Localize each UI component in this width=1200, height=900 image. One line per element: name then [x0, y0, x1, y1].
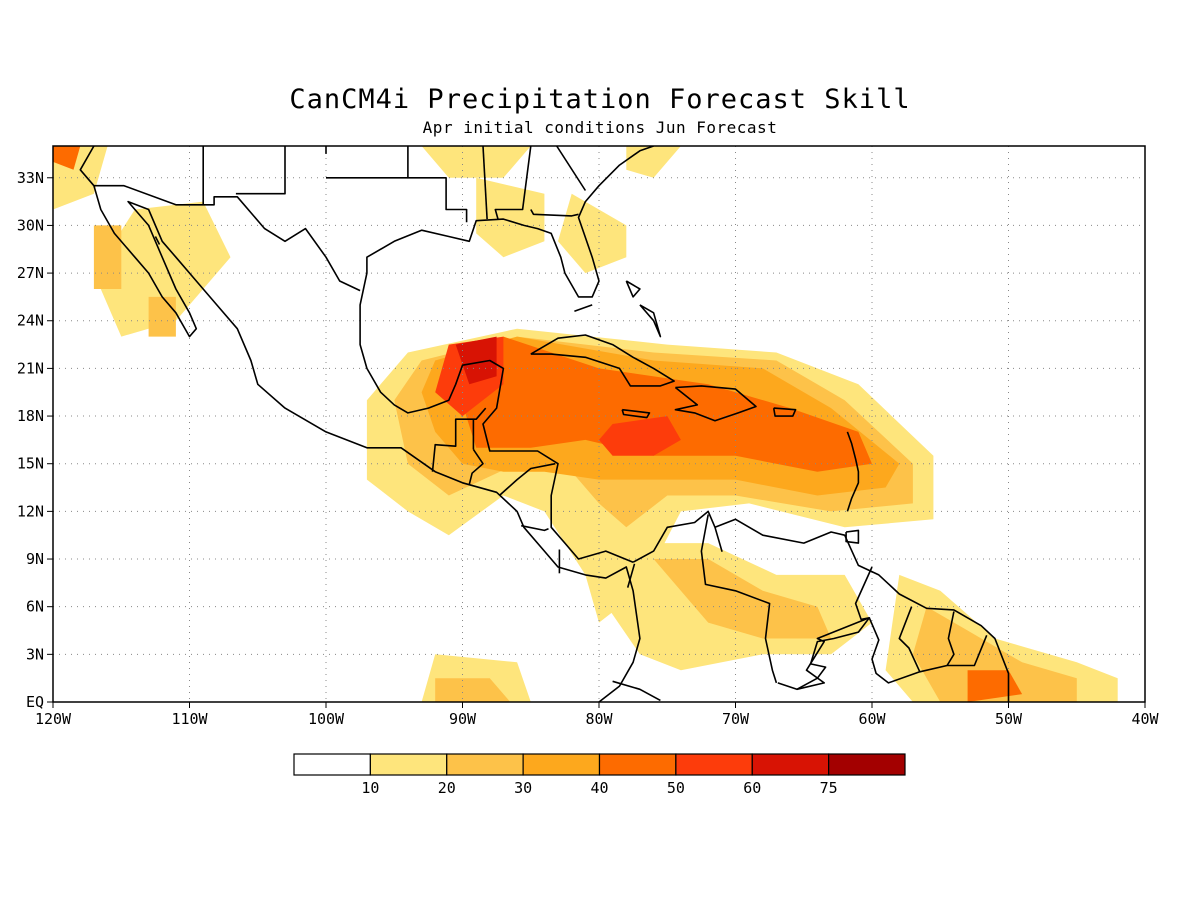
- us-south-skill-level-1: [476, 177, 545, 258]
- colorbar-swatch: [293, 753, 371, 776]
- lat-tick-label: 33N: [17, 169, 44, 187]
- caribbean-skill-level-6: [455, 336, 497, 385]
- lat-tick-label: 15N: [17, 455, 44, 473]
- colorbar-swatch: [828, 753, 906, 776]
- colorbar-label: 60: [743, 779, 761, 797]
- us-state-lines: [494, 146, 532, 220]
- suriname-guiana-border: [946, 611, 955, 666]
- honduras-nicaragua-border: [498, 462, 556, 497]
- lat-tick-label: 6N: [26, 598, 44, 616]
- pacific-skill-level-2: [435, 678, 511, 702]
- south-america-skill-level-2: [653, 559, 832, 639]
- lon-tick-label: 40W: [1131, 710, 1159, 728]
- land-outlines: [79, 146, 1010, 702]
- colorbar-label: 75: [820, 779, 838, 797]
- colorbar-label: 30: [514, 779, 532, 797]
- longitude-ticks: 120W 110W 100W 90W 80W 70W 60W 50W 40W: [35, 702, 1160, 728]
- colorbar: 10 20 30 40 50 60 75: [293, 753, 906, 797]
- mexico-skill-level-2: [148, 296, 176, 337]
- colorbar-label: 50: [667, 779, 685, 797]
- jamaica: [621, 408, 651, 419]
- skill-field: [53, 146, 1118, 702]
- colorbar-swatch: [446, 753, 524, 776]
- lat-tick-label: 12N: [17, 502, 44, 520]
- colorbar-swatch: [598, 753, 677, 776]
- hispaniola: [674, 385, 757, 422]
- northwest-skill-level-4: [53, 146, 81, 170]
- colorbar-label: 10: [361, 779, 379, 797]
- nicaragua-costa-rica-border: [521, 524, 549, 532]
- us-state-lines: [235, 146, 286, 195]
- lat-tick-label: EQ: [26, 693, 44, 711]
- guianas-skill-level-2: [912, 606, 1077, 702]
- lon-tick-label: 60W: [858, 710, 886, 728]
- north-america-coast: [79, 146, 641, 702]
- colorbar-label: 20: [438, 779, 456, 797]
- colorbar-label: 40: [590, 779, 608, 797]
- guatemala-honduras-border: [468, 448, 484, 485]
- lon-tick-label: 90W: [449, 710, 477, 728]
- latitude-ticks: EQ 3N 6N 9N 12N 15N 18N 21N 24N 27N 30N 33N: [17, 169, 53, 711]
- lon-tick-label: 120W: [35, 710, 72, 728]
- lat-tick-label: 9N: [26, 550, 44, 568]
- venezuela-guyana-border: [777, 566, 873, 691]
- south-america-north-coast: [632, 510, 1010, 702]
- bahamas: [639, 304, 662, 338]
- lesser-antilles: [846, 431, 860, 512]
- lat-tick-label: 24N: [17, 312, 44, 330]
- lon-tick-label: 100W: [308, 710, 345, 728]
- us-south-skill-level-1: [558, 193, 627, 274]
- chart-subtitle: Apr initial conditions Jun Forecast: [422, 118, 778, 137]
- cuba: [530, 334, 675, 387]
- mexico-skill-level-2: [93, 225, 122, 289]
- puerto-rico: [772, 407, 797, 417]
- baja-gulf-islands: [154, 236, 161, 245]
- chart-title: CanCM4i Precipitation Forecast Skill: [289, 84, 911, 115]
- lat-tick-label: 27N: [17, 264, 44, 282]
- mexico-guatemala-border: [431, 407, 487, 472]
- guianas-brazil-border: [868, 617, 988, 684]
- lat-tick-label: 30N: [17, 216, 44, 234]
- colorbar-swatch: [751, 753, 830, 776]
- us-south-skill-level-1: [626, 146, 681, 178]
- mexico-skill-level-1: [93, 201, 231, 337]
- bahamas: [625, 280, 641, 298]
- colorbar-swatch: [369, 753, 448, 776]
- panama-colombia-border: [626, 563, 636, 588]
- us-state-lines: [556, 146, 587, 191]
- colorbar-swatch: [522, 753, 601, 776]
- gulf-caribbean-coast: [359, 146, 654, 563]
- caribbean-skill-level-4: [448, 336, 872, 472]
- lat-tick-label: 3N: [26, 645, 44, 663]
- lon-tick-label: 110W: [171, 710, 208, 728]
- colombia-ecuador-border: [612, 680, 661, 702]
- lon-tick-label: 70W: [722, 710, 750, 728]
- lon-tick-label: 80W: [585, 710, 613, 728]
- colorbar-swatch: [675, 753, 753, 776]
- guyana-suriname-border: [898, 606, 921, 673]
- lon-tick-label: 50W: [995, 710, 1023, 728]
- florida-keys: [574, 304, 593, 312]
- brazil-venezuela-border: [796, 617, 870, 691]
- lat-tick-label: 18N: [17, 407, 44, 425]
- colombia-venezuela-border: [700, 514, 778, 684]
- us-mexico-border: [93, 184, 361, 292]
- us-state-lines: [407, 146, 468, 223]
- trinidad: [845, 529, 860, 544]
- lat-lon-grid: [53, 146, 1145, 702]
- caribbean-skill-level-5: [599, 416, 681, 456]
- lat-tick-label: 21N: [17, 359, 44, 377]
- us-state-lines: [482, 146, 488, 220]
- us-south-skill-level-1: [421, 146, 531, 178]
- us-state-lines: [530, 209, 579, 217]
